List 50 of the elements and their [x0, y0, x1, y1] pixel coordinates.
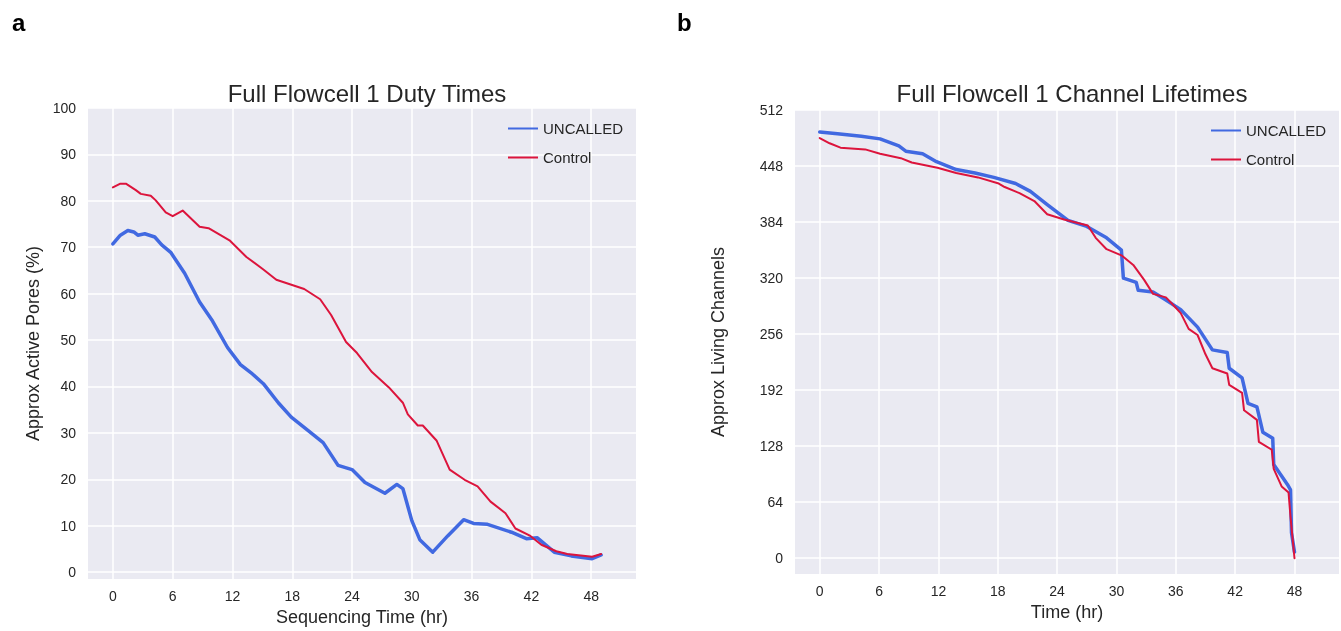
x-tick-label: 48	[1286, 583, 1303, 599]
x-tick-label: 42	[1227, 583, 1244, 599]
x-tick-label: 6	[875, 583, 884, 599]
y-tick-label: 90	[60, 146, 77, 163]
text: a	[12, 8, 26, 36]
x-tick-label: 12	[930, 583, 947, 599]
y-tick-label: 30	[60, 424, 77, 441]
x-tick-label: 48	[583, 588, 600, 605]
y-tick-label: 448	[759, 158, 784, 175]
y-tick-label: 64	[767, 494, 784, 511]
x-tick-label: 24	[1049, 583, 1066, 599]
y-axis-title: Approx Active Pores (%)	[22, 246, 43, 442]
legend-label: UNCALLED	[1245, 122, 1327, 139]
y-tick-label: 256	[759, 326, 784, 343]
y-tick-label: 0	[775, 550, 784, 567]
legend-label: Control	[1245, 151, 1295, 168]
x-tick-label: 24	[344, 588, 361, 605]
y-tick-label: 512	[759, 102, 784, 118]
y-tick-label: 80	[60, 192, 77, 209]
y-tick-label: 0	[68, 564, 77, 581]
y-axis-title: Approx Living Channels	[708, 246, 728, 438]
y-tick-label: 384	[759, 214, 784, 231]
x-tick-label: 18	[989, 583, 1006, 599]
legend-label: Control	[542, 149, 592, 166]
x-tick-label: 6	[168, 588, 177, 605]
x-tick-label: 42	[523, 588, 540, 605]
text: b	[677, 8, 692, 36]
x-tick-label: 12	[224, 588, 241, 605]
x-tick-label: 30	[1108, 583, 1125, 599]
y-tick-label: 50	[60, 332, 77, 349]
y-tick-label: 192	[759, 382, 784, 399]
x-tick-label: 18	[284, 588, 301, 605]
y-tick-label: 320	[759, 270, 784, 287]
legend-label: UNCALLED	[542, 120, 624, 137]
x-axis-title: Time (hr)	[1030, 601, 1104, 622]
x-axis-title: Sequencing Time (hr)	[275, 607, 449, 627]
y-tick-label: 70	[60, 239, 77, 256]
y-tick-label: 40	[60, 378, 77, 395]
x-tick-label: 36	[1168, 583, 1184, 599]
x-tick-label: 0	[109, 588, 118, 605]
x-tick-label: 36	[463, 588, 480, 605]
y-tick-label: 60	[60, 285, 77, 302]
y-tick-label: 10	[60, 517, 77, 534]
chart-title: Full Flowcell 1 Channel Lifetimes	[896, 79, 1248, 107]
chart-title: Full Flowcell 1 Duty Times	[227, 79, 507, 107]
y-tick-label: 20	[60, 471, 77, 488]
y-tick-label: 100	[52, 100, 77, 116]
y-tick-label: 128	[759, 438, 784, 455]
x-tick-label: 0	[815, 583, 824, 599]
x-tick-label: 30	[404, 588, 420, 605]
